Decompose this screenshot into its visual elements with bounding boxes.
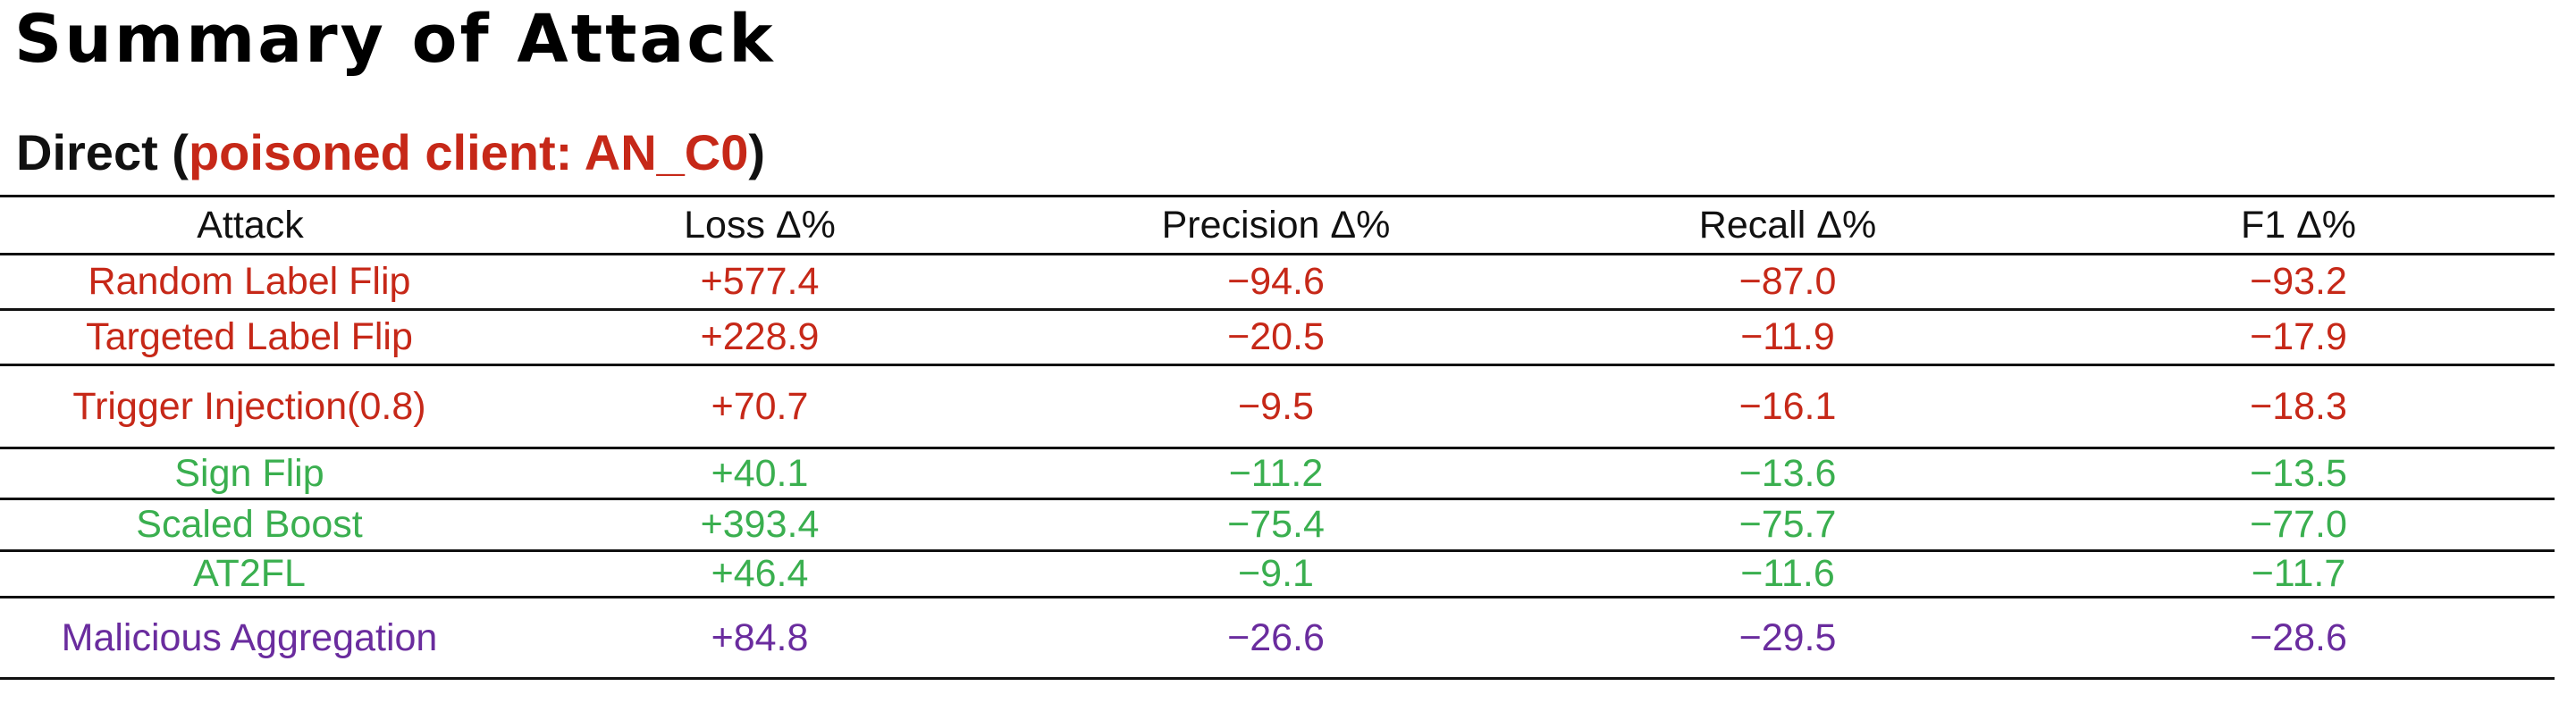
table-row: Malicious Aggregation +84.8 −26.6 −29.5 … — [0, 598, 2555, 679]
attack-name-cell: Malicious Aggregation — [61, 615, 438, 659]
header-precision: Precision Δ% — [1161, 203, 1391, 247]
attack-name-cell: Scaled Boost — [136, 503, 363, 546]
precision-cell: −20.5 — [1227, 315, 1325, 358]
f1-cell: −18.3 — [2250, 384, 2347, 428]
attack-summary-table: Attack Loss Δ% Precision Δ% Recall Δ% F1… — [0, 195, 2555, 680]
f1-cell: −13.5 — [2250, 451, 2347, 495]
page-title: Summary of Attack — [14, 1, 776, 78]
header-f1: F1 Δ% — [2240, 203, 2357, 247]
recall-cell: −29.5 — [1738, 615, 1837, 659]
loss-cell: +577.4 — [700, 260, 820, 303]
precision-cell: −9.5 — [1238, 384, 1314, 428]
table-row: Random Label Flip +577.4 −94.6 −87.0 −93… — [0, 255, 2555, 310]
f1-cell: −17.9 — [2250, 315, 2347, 358]
f1-cell: −93.2 — [2250, 260, 2347, 303]
loss-cell: +393.4 — [700, 503, 820, 546]
table-row: Targeted Label Flip +228.9 −20.5 −11.9 −… — [0, 310, 2555, 365]
recall-cell: −16.1 — [1738, 384, 1837, 428]
attack-name-cell: Trigger Injection(0.8) — [72, 384, 426, 428]
poisoned-client-label: poisoned client: AN_C0 — [188, 124, 749, 180]
recall-cell: −87.0 — [1738, 260, 1837, 303]
loss-cell: +70.7 — [711, 384, 809, 428]
attack-name-cell: Targeted Label Flip — [86, 315, 413, 358]
section-heading: Direct (poisoned client: AN_C0) — [16, 121, 765, 184]
table-row: Trigger Injection(0.8) +70.7 −9.5 −16.1 … — [0, 365, 2555, 448]
f1-cell: −28.6 — [2250, 615, 2347, 659]
f1-cell: −11.7 — [2251, 552, 2346, 595]
f1-cell: −77.0 — [2250, 503, 2347, 546]
loss-cell: +46.4 — [711, 552, 809, 595]
precision-cell: −94.6 — [1227, 260, 1325, 303]
loss-cell: +84.8 — [711, 615, 809, 659]
recall-cell: −75.7 — [1738, 503, 1837, 546]
table-row: AT2FL +46.4 −9.1 −11.6 −11.7 — [0, 551, 2555, 598]
loss-cell: +228.9 — [700, 315, 820, 358]
attack-name-cell: Sign Flip — [174, 451, 324, 495]
section-heading-suffix: ) — [748, 124, 766, 180]
precision-cell: −9.1 — [1238, 552, 1314, 595]
precision-cell: −26.6 — [1227, 615, 1325, 659]
table-row: Sign Flip +40.1 −11.2 −13.6 −13.5 — [0, 448, 2555, 499]
header-recall: Recall Δ% — [1698, 203, 1877, 247]
recall-cell: −11.9 — [1740, 315, 1835, 358]
header-attack: Attack — [197, 203, 304, 247]
table-header-row: Attack Loss Δ% Precision Δ% Recall Δ% F1… — [0, 196, 2555, 255]
recall-cell: −13.6 — [1738, 451, 1837, 495]
loss-cell: +40.1 — [711, 451, 809, 495]
section-heading-prefix: Direct ( — [16, 124, 189, 180]
table-row: Scaled Boost +393.4 −75.4 −75.7 −77.0 — [0, 499, 2555, 551]
precision-cell: −75.4 — [1227, 503, 1325, 546]
recall-cell: −11.6 — [1740, 552, 1835, 595]
attack-name-cell: AT2FL — [193, 552, 306, 595]
header-loss: Loss Δ% — [684, 203, 836, 247]
precision-cell: −11.2 — [1228, 451, 1324, 495]
attack-name-cell: Random Label Flip — [88, 260, 411, 303]
